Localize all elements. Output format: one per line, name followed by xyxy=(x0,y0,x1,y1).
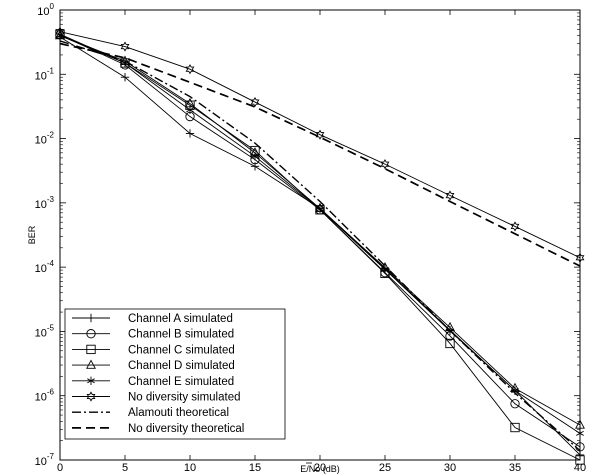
y-tick-exponent: 0 xyxy=(50,2,55,11)
star-marker-arm xyxy=(446,328,454,334)
legend-item: Channel B simulated xyxy=(72,329,234,341)
legend-label: Channel A simulated xyxy=(128,313,233,325)
legend-label: No diversity simulated xyxy=(128,392,240,404)
star-marker xyxy=(251,152,259,161)
star-marker-arm xyxy=(381,266,389,272)
plus-marker xyxy=(120,73,130,82)
y-tick-base: 10 xyxy=(35,199,47,211)
legend-item: No diversity theoretical xyxy=(72,423,244,435)
legend-label: No diversity theoretical xyxy=(128,423,244,435)
x-tick-label: 15 xyxy=(249,462,261,474)
plus-marker xyxy=(185,129,195,138)
y-tick-exponent: -1 xyxy=(47,66,55,75)
x-tick-label: 10 xyxy=(184,462,196,474)
x-tick-label: 20 xyxy=(314,462,326,474)
y-tick-label: 10-4 xyxy=(35,259,55,275)
series-line-no-diversity-simulated xyxy=(59,31,581,259)
x-tick-label: 35 xyxy=(509,462,521,474)
star-marker xyxy=(121,58,129,68)
hexagram-marker xyxy=(380,159,390,170)
legend-item: No diversity simulated xyxy=(72,391,240,404)
star-marker xyxy=(446,326,454,336)
axis-ticks xyxy=(59,9,581,461)
legend-label: Channel B simulated xyxy=(128,329,234,341)
legend-label: Channel D simulated xyxy=(128,360,235,372)
x-tick-label: 30 xyxy=(444,462,456,474)
legend-label: Channel E simulated xyxy=(128,376,234,388)
series-line-alamouti-theoretical xyxy=(59,40,581,452)
hexagram-marker xyxy=(250,96,260,108)
legend-item: Alamouti theoretical xyxy=(72,407,229,419)
y-tick-base: 10 xyxy=(35,263,47,275)
star-marker-arm xyxy=(121,60,129,66)
legend-item: Channel C simulated xyxy=(72,344,235,356)
y-tick-label: 10-1 xyxy=(35,66,55,82)
legend-item: Channel A simulated xyxy=(72,313,233,325)
triangle-marker xyxy=(86,359,96,369)
star-marker-arm xyxy=(511,388,519,394)
y-tick-label: 100 xyxy=(37,2,54,18)
star-marker-arm xyxy=(186,107,194,113)
circle-marker xyxy=(86,329,96,339)
x-tick-labels: 0 5 10 15 20 25 30 35 40 xyxy=(57,462,586,474)
x-tick-label: 5 xyxy=(122,462,128,474)
hexagram-marker xyxy=(445,190,455,201)
y-tick-base: 10 xyxy=(35,456,47,468)
y-axis-label: BER xyxy=(27,225,37,244)
series-markers-no-diversity-simulated xyxy=(55,26,585,263)
y-tick-base: 10 xyxy=(35,135,47,147)
legend-item: Channel D simulated xyxy=(72,359,235,372)
star-marker-arm xyxy=(316,206,324,212)
legend-label: Channel C simulated xyxy=(128,344,235,356)
y-tick-exponent: -5 xyxy=(47,323,55,332)
plus-marker xyxy=(86,313,96,323)
legend-item: Channel E simulated xyxy=(72,376,234,388)
star-marker-arm xyxy=(251,153,259,159)
hexagram-marker xyxy=(315,129,325,140)
circle-marker xyxy=(510,399,520,409)
star-marker xyxy=(186,105,194,115)
y-tick-exponent: -7 xyxy=(47,452,55,461)
star-marker xyxy=(316,204,324,214)
star-marker xyxy=(511,386,519,395)
y-tick-base: 10 xyxy=(35,327,47,339)
hexagram-marker xyxy=(120,41,130,52)
square-marker xyxy=(510,422,520,433)
legend-label: Alamouti theoretical xyxy=(128,407,229,419)
hexagram-marker xyxy=(86,391,96,402)
y-tick-base: 10 xyxy=(35,70,47,82)
hexagram-marker xyxy=(510,221,520,232)
y-tick-label: 10-3 xyxy=(35,195,55,211)
legend-box xyxy=(64,308,286,440)
square-marker xyxy=(445,338,455,349)
hexagram-marker xyxy=(185,64,195,75)
y-tick-label: 10-6 xyxy=(35,388,55,404)
y-tick-exponent: -4 xyxy=(47,259,55,268)
x-tick-label: 40 xyxy=(574,462,586,474)
x-tick-label: 25 xyxy=(379,462,391,474)
star-marker xyxy=(87,376,95,385)
series-line-no-diversity-theoretical xyxy=(59,42,581,267)
y-tick-label: 10-2 xyxy=(35,131,55,147)
y-tick-base: 10 xyxy=(37,6,49,18)
y-tick-exponent: -2 xyxy=(47,131,55,140)
y-tick-exponent: -6 xyxy=(47,388,55,397)
y-tick-label: 10-7 xyxy=(35,452,55,468)
star-marker-arm xyxy=(87,378,95,384)
star-marker xyxy=(381,265,389,274)
x-tick-label: 0 xyxy=(57,462,63,474)
legend: Channel A simulated Channel B simulated Ch… xyxy=(64,308,286,440)
x-axis-label: E/No (dB) xyxy=(300,464,340,474)
square-marker xyxy=(86,344,96,355)
y-tick-base: 10 xyxy=(35,392,47,404)
y-tick-label: 10-5 xyxy=(35,323,55,339)
y-tick-exponent: -3 xyxy=(47,195,55,204)
